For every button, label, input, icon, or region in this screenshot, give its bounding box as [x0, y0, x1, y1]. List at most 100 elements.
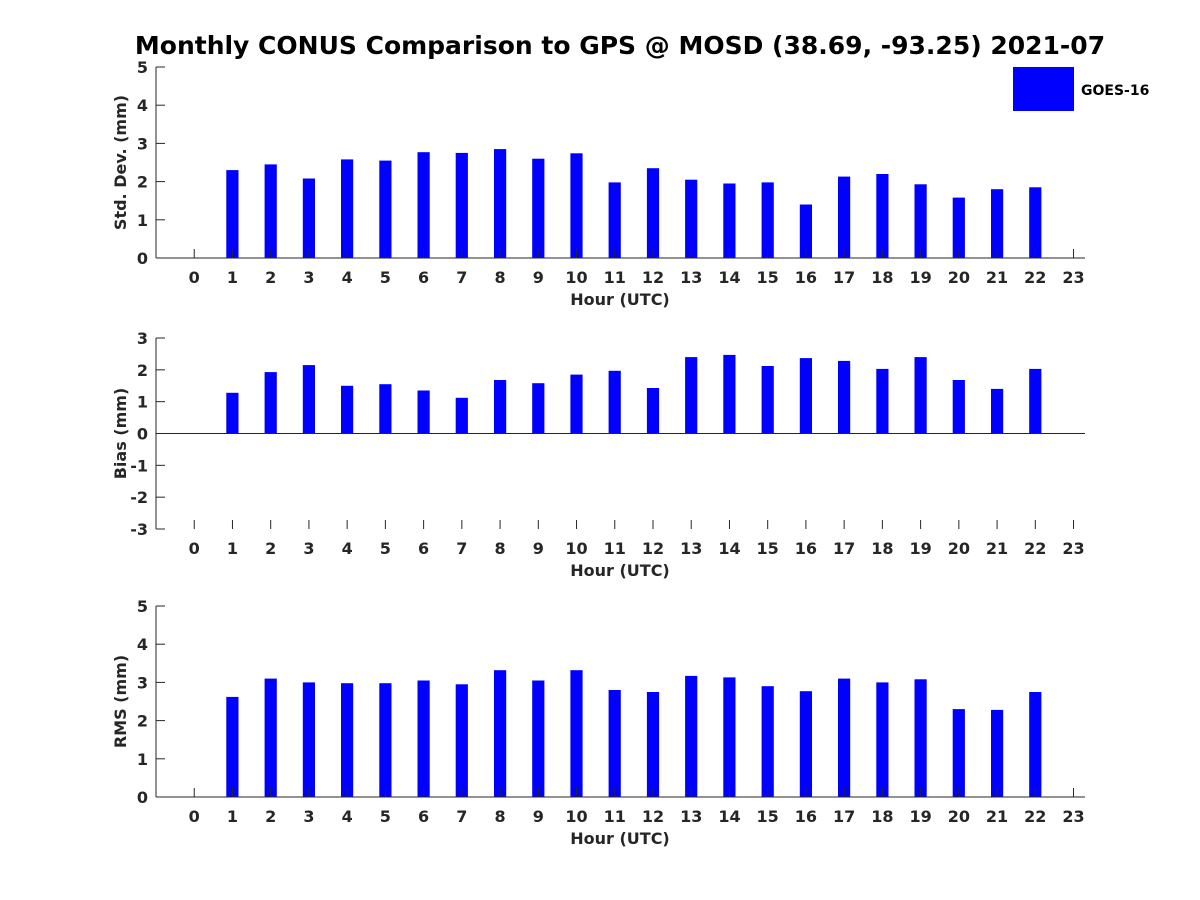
- x-tick-label: 2: [265, 539, 276, 558]
- bar-hour-10: [570, 670, 583, 797]
- x-tick-label: 22: [1024, 539, 1046, 558]
- y-tick-label: 4: [137, 96, 148, 115]
- x-tick-label: 23: [1062, 807, 1084, 826]
- chart-panel-3: 0 1 2 3 4 5 6 7 8 9 10 11 12 13 14 15 16 17 18 19 20 21 22 2301…: [111, 597, 1085, 848]
- bar-hour-11: [608, 690, 621, 797]
- y-tick-label: 3: [137, 673, 148, 692]
- x-tick-label: 9: [533, 807, 544, 826]
- bar-hour-20: [952, 197, 965, 258]
- x-tick-label: 21: [986, 268, 1008, 287]
- bar-hour-12: [646, 168, 660, 258]
- legend-label: GOES-16: [1081, 83, 1149, 99]
- x-tick-label: 11: [604, 539, 626, 558]
- bar-hour-1: [226, 696, 239, 797]
- bar-hour-13: [685, 357, 698, 434]
- y-tick-label: 0: [137, 788, 148, 807]
- x-tick-label: 8: [495, 807, 506, 826]
- x-tick-label: 13: [680, 807, 702, 826]
- bar-hour-10: [570, 374, 583, 434]
- bar-hour-19: [914, 679, 927, 797]
- bar-hour-10: [570, 153, 583, 258]
- x-tick-label: 1: [227, 268, 238, 287]
- y-tick-label: -2: [130, 488, 148, 507]
- x-tick-label: 18: [871, 539, 893, 558]
- y-tick-label: 1: [137, 393, 148, 412]
- bar-hour-17: [838, 678, 851, 797]
- x-tick-label: 0: [189, 268, 200, 287]
- x-tick-label: 13: [680, 539, 702, 558]
- y-tick-label: 2: [137, 173, 148, 192]
- x-tick-label: 9: [533, 539, 544, 558]
- y-tick-label: 0: [137, 425, 148, 444]
- bar-hour-15: [761, 182, 774, 258]
- x-tick-label: 16: [795, 539, 817, 558]
- x-tick-label: 5: [380, 539, 391, 558]
- bar-hour-11: [608, 182, 621, 258]
- x-tick-label: 10: [565, 268, 587, 287]
- x-tick-label: 10: [565, 539, 587, 558]
- x-tick-label: 9: [533, 268, 544, 287]
- chart-panel-1: 0 1 2 3 4 5 6 7 8 9 10 11 12 13 14 15 16 17 18 19 20 21 22 2301…: [111, 58, 1149, 309]
- bar-hour-6: [417, 390, 430, 434]
- y-axis-label: Std. Dev. (mm): [111, 95, 130, 230]
- x-tick-label: 17: [833, 807, 855, 826]
- x-tick-label: 3: [303, 268, 314, 287]
- x-tick-label: 8: [495, 268, 506, 287]
- bar-hour-2: [264, 164, 277, 258]
- x-tick-label: 12: [642, 539, 664, 558]
- x-tick-label: 17: [833, 268, 855, 287]
- bar-hour-8: [494, 670, 507, 797]
- x-tick-label: 19: [909, 807, 931, 826]
- bar-hour-21: [991, 709, 1004, 797]
- y-axis-label: Bias (mm): [111, 388, 130, 480]
- x-axis-label: Hour (UTC): [570, 829, 670, 848]
- x-tick-label: 0: [189, 539, 200, 558]
- x-tick-label: 12: [642, 807, 664, 826]
- x-tick-label: 5: [380, 807, 391, 826]
- x-tick-label: 4: [342, 539, 353, 558]
- x-tick-label: 22: [1024, 268, 1046, 287]
- bar-hour-21: [991, 189, 1004, 258]
- bar-hour-4: [341, 159, 354, 258]
- y-tick-label: 3: [137, 134, 148, 153]
- bar-hour-22: [1029, 368, 1042, 434]
- x-tick-label: 6: [418, 539, 429, 558]
- x-tick-label: 20: [948, 539, 970, 558]
- x-tick-label: 13: [680, 268, 702, 287]
- bar-hour-16: [799, 358, 812, 434]
- chart-panel-2: 0 1 2 3 4 5 6 7 8 9 10 11 12 13 14 15 16 17 18 19 20 21 22 23-3…: [111, 329, 1085, 580]
- bar-hour-22: [1029, 692, 1042, 797]
- x-tick-label: 18: [871, 807, 893, 826]
- x-tick-label: 21: [986, 539, 1008, 558]
- x-tick-label: 11: [604, 268, 626, 287]
- bar-hour-14: [723, 354, 736, 434]
- bar-hour-18: [876, 682, 889, 797]
- y-tick-label: 4: [137, 635, 148, 654]
- bar-hour-14: [723, 677, 736, 797]
- x-tick-label: 8: [495, 539, 506, 558]
- x-tick-label: 5: [380, 268, 391, 287]
- bar-hour-8: [494, 380, 507, 434]
- bar-hour-7: [455, 397, 468, 434]
- bar-hour-13: [685, 179, 698, 258]
- bar-hour-13: [685, 675, 698, 797]
- x-tick-label: 23: [1062, 539, 1084, 558]
- x-tick-label: 18: [871, 268, 893, 287]
- x-tick-label: 7: [456, 539, 467, 558]
- x-tick-label: 0: [189, 807, 200, 826]
- bar-hour-11: [608, 370, 621, 434]
- y-axis-label: RMS (mm): [111, 655, 130, 748]
- bar-hour-16: [799, 204, 812, 258]
- bar-hour-3: [302, 178, 315, 258]
- bar-hour-9: [532, 383, 545, 434]
- bar-hour-16: [799, 691, 812, 797]
- x-tick-label: 7: [456, 268, 467, 287]
- x-tick-label: 7: [456, 807, 467, 826]
- bar-hour-7: [455, 684, 468, 797]
- bar-hour-5: [379, 160, 392, 258]
- x-tick-label: 4: [342, 268, 353, 287]
- bar-hour-15: [761, 686, 774, 797]
- x-tick-label: 14: [718, 539, 740, 558]
- x-tick-label: 1: [227, 807, 238, 826]
